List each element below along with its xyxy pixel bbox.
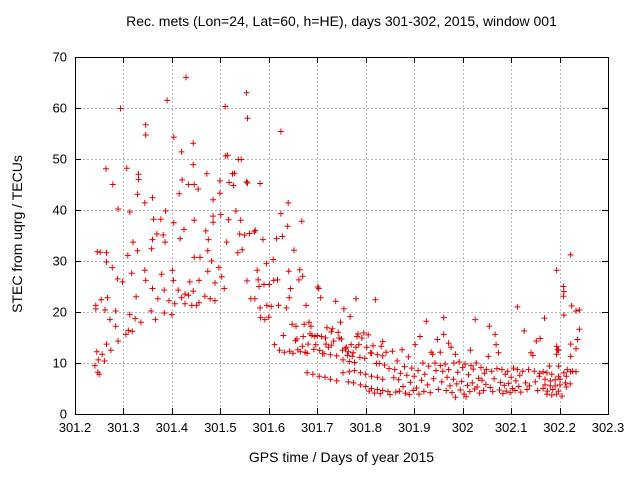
x-axis-title: GPS time / Days of year 2015 (248, 449, 435, 465)
y-tick-label: 0 (60, 407, 67, 422)
chart-title: Rec. mets (Lon=24, Lat=60, h=HE), days 3… (126, 13, 557, 29)
x-tick-label: 302.3 (592, 420, 625, 435)
scatter-points (91, 74, 583, 401)
y-tick-label: 30 (53, 254, 67, 269)
x-tick-label: 301.9 (398, 420, 431, 435)
x-tick-label: 301.4 (156, 420, 189, 435)
x-tick-label: 301.8 (349, 420, 382, 435)
x-tick-label: 301.7 (301, 420, 334, 435)
x-tick-label: 301.3 (107, 420, 140, 435)
axes (75, 57, 609, 415)
plot-border (75, 57, 609, 415)
y-tick-label: 40 (53, 203, 67, 218)
x-tick-label: 302.1 (495, 420, 528, 435)
x-tick-label: 302.2 (543, 420, 576, 435)
x-tick-label: 301.5 (204, 420, 237, 435)
x-tick-label: 302 (452, 420, 474, 435)
grid-lines (75, 57, 608, 414)
tick-labels: 301.2 301.3 301.4 301.5 301.6 301.7 301.8 301.9… (53, 50, 625, 436)
y-tick-label: 10 (53, 356, 67, 371)
y-tick-label: 70 (53, 50, 67, 65)
y-axis-title: STEC from uqrg / TECUs (9, 155, 25, 313)
x-tick-label: 301.6 (253, 420, 286, 435)
y-tick-label: 20 (53, 305, 67, 320)
x-tick-label: 301.2 (59, 420, 92, 435)
y-tick-label: 60 (53, 101, 67, 116)
y-tick-label: 50 (53, 152, 67, 167)
